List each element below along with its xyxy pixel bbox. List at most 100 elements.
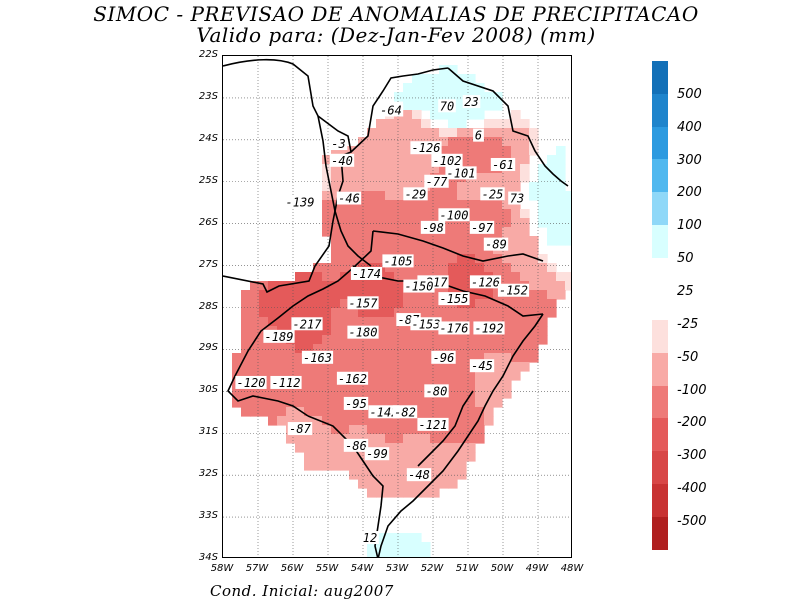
field-cell [322, 218, 332, 228]
field-cell [430, 191, 440, 201]
field-cell [385, 272, 395, 282]
field-cell [529, 308, 539, 318]
field-cell [367, 317, 377, 327]
field-cell [340, 218, 350, 228]
field-cell [358, 227, 368, 237]
field-cell [547, 209, 557, 219]
field-cell [250, 389, 260, 399]
field-cell [520, 272, 530, 282]
field-cell [394, 227, 404, 237]
field-cell [502, 128, 512, 138]
field-cell [412, 371, 422, 381]
field-cell [439, 245, 449, 255]
contour-label: -126 [412, 141, 441, 155]
field-cell [403, 128, 413, 138]
field-cell [448, 119, 458, 129]
field-cell [349, 452, 359, 462]
field-cell [457, 254, 467, 264]
initial-condition-note: Cond. Inicial: aug2007 [210, 582, 394, 600]
field-cell [394, 416, 404, 426]
field-cell [511, 272, 521, 282]
field-cell [430, 254, 440, 264]
field-cell [439, 74, 449, 84]
field-cell [358, 164, 368, 174]
field-cell [250, 362, 260, 372]
field-cell [241, 353, 251, 363]
field-cell [475, 236, 485, 246]
field-cell [421, 254, 431, 264]
field-cell [439, 254, 449, 264]
field-cell [340, 254, 350, 264]
field-cell [295, 407, 305, 417]
field-cell [556, 272, 566, 282]
field-cell [250, 326, 260, 336]
field-cell [430, 326, 440, 336]
colorbar-positive-segment [652, 159, 668, 193]
field-cell [403, 146, 413, 156]
field-cell [412, 155, 422, 165]
field-cell [358, 155, 368, 165]
field-cell [520, 119, 530, 129]
field-cell [394, 290, 404, 300]
field-cell [376, 281, 386, 291]
field-cell [376, 416, 386, 426]
field-cell [349, 407, 359, 417]
field-cell [349, 470, 359, 480]
field-cell [358, 461, 368, 471]
field-cell [493, 182, 503, 192]
field-cell [457, 281, 467, 291]
field-cell [403, 380, 413, 390]
map-subtitle: Valido para: (Dez-Jan-Fev 2008) (mm) [196, 23, 596, 47]
colorbar-negative-label: -300 [677, 448, 707, 464]
field-cell [484, 263, 494, 273]
field-cell [538, 164, 548, 174]
field-cell [493, 119, 503, 129]
field-cell [268, 371, 278, 381]
field-cell [268, 407, 278, 417]
field-cell [394, 389, 404, 399]
field-cell [475, 398, 485, 408]
field-cell [313, 272, 323, 282]
field-cell [484, 407, 494, 417]
field-cell [565, 227, 571, 237]
field-cell [313, 362, 323, 372]
field-cell [394, 263, 404, 273]
field-cell [394, 443, 404, 453]
field-cell [304, 443, 314, 453]
field-cell [259, 290, 269, 300]
field-cell [484, 119, 494, 129]
field-cell [457, 110, 467, 120]
field-cell [421, 488, 431, 498]
field-cell [304, 434, 314, 444]
field-cell [349, 380, 359, 390]
field-cell [358, 308, 368, 318]
field-cell [277, 371, 287, 381]
field-cell [457, 218, 467, 228]
field-cell [376, 344, 386, 354]
field-cell [439, 452, 449, 462]
contour-label-bg [347, 296, 379, 310]
field-cell [502, 380, 512, 390]
field-cell [331, 353, 341, 363]
field-cell [358, 452, 368, 462]
field-cell [394, 281, 404, 291]
field-cell [511, 317, 521, 327]
latitude-tick-label: 25S [198, 174, 218, 186]
field-cell [466, 317, 476, 327]
contour-label-bg [284, 195, 316, 209]
field-cell [421, 335, 431, 345]
field-cell [412, 254, 422, 264]
field-cell [394, 245, 404, 255]
colorbar-positive-label: 400 [677, 119, 702, 135]
field-cell [529, 326, 539, 336]
field-cell [331, 245, 341, 255]
field-cell [286, 389, 296, 399]
field-cell [457, 353, 467, 363]
field-cell [457, 380, 467, 390]
field-cell [340, 452, 350, 462]
field-cell [439, 137, 449, 147]
field-cell [376, 425, 386, 435]
field-cell [286, 398, 296, 408]
field-cell [340, 227, 350, 237]
field-cell [475, 137, 485, 147]
